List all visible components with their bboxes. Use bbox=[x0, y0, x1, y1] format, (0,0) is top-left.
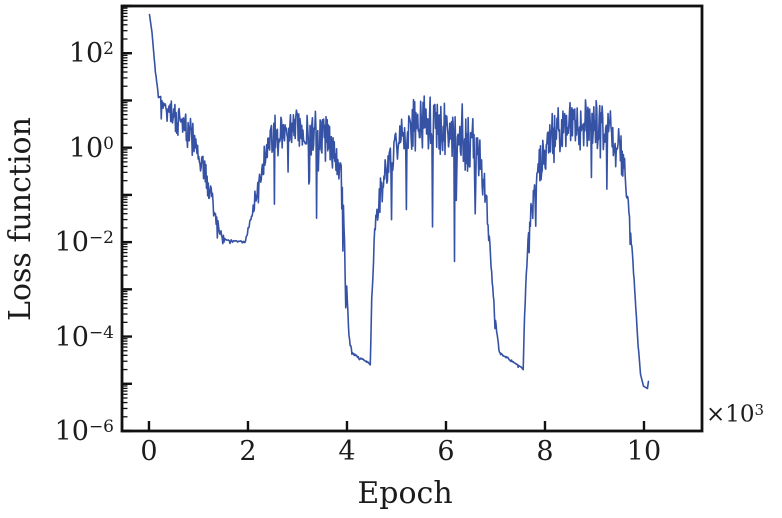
y-tick-label: 10−2 bbox=[54, 227, 114, 259]
offset-exponent: 3 bbox=[754, 401, 765, 419]
offset-base: ×10 bbox=[706, 401, 755, 428]
y-axis-label: Loss function bbox=[3, 117, 38, 321]
y-tick-label: 10−6 bbox=[54, 416, 114, 447]
plot-frame bbox=[120, 4, 704, 433]
x-tick-label: 2 bbox=[239, 436, 257, 467]
x-tick-label: 0 bbox=[140, 436, 158, 467]
x-axis-label: Epoch bbox=[357, 476, 453, 511]
x-tick-label: 10 bbox=[626, 436, 662, 467]
x-axis-offset-text: ×103 bbox=[706, 401, 764, 427]
training-loss-series-path bbox=[148, 13, 650, 390]
x-tick-label: 4 bbox=[338, 436, 356, 467]
y-tick-label: 100 bbox=[68, 132, 114, 164]
y-tick-label: 102 bbox=[68, 38, 114, 70]
x-tick-label: 6 bbox=[437, 436, 455, 467]
x-tick-label: 8 bbox=[536, 436, 554, 467]
y-tick-label: 10−4 bbox=[54, 321, 114, 353]
